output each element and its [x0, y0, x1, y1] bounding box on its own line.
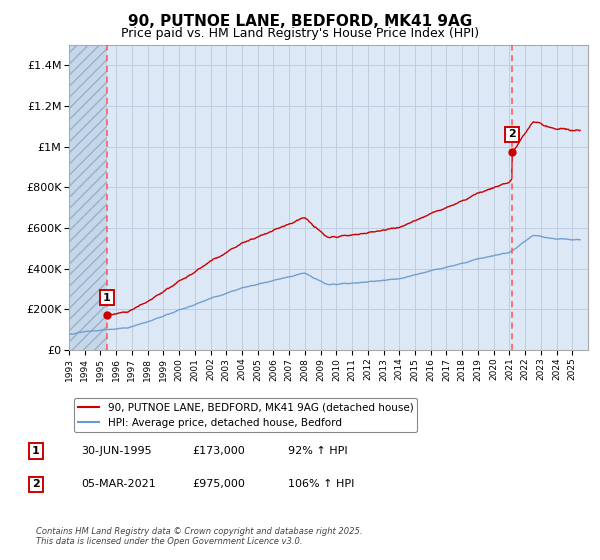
Text: £975,000: £975,000 — [192, 479, 245, 489]
Text: 30-JUN-1995: 30-JUN-1995 — [81, 446, 152, 456]
Text: 05-MAR-2021: 05-MAR-2021 — [81, 479, 156, 489]
Text: 90, PUTNOE LANE, BEDFORD, MK41 9AG: 90, PUTNOE LANE, BEDFORD, MK41 9AG — [128, 14, 472, 29]
Text: £173,000: £173,000 — [192, 446, 245, 456]
Text: 1: 1 — [103, 292, 111, 302]
Text: 106% ↑ HPI: 106% ↑ HPI — [288, 479, 355, 489]
Bar — [69, 45, 107, 350]
Text: 92% ↑ HPI: 92% ↑ HPI — [288, 446, 347, 456]
Text: 1: 1 — [32, 446, 40, 456]
Text: Price paid vs. HM Land Registry's House Price Index (HPI): Price paid vs. HM Land Registry's House … — [121, 27, 479, 40]
Legend: 90, PUTNOE LANE, BEDFORD, MK41 9AG (detached house), HPI: Average price, detache: 90, PUTNOE LANE, BEDFORD, MK41 9AG (deta… — [74, 398, 418, 432]
Text: Contains HM Land Registry data © Crown copyright and database right 2025.
This d: Contains HM Land Registry data © Crown c… — [36, 526, 362, 546]
Text: 2: 2 — [32, 479, 40, 489]
Text: 2: 2 — [508, 129, 516, 139]
